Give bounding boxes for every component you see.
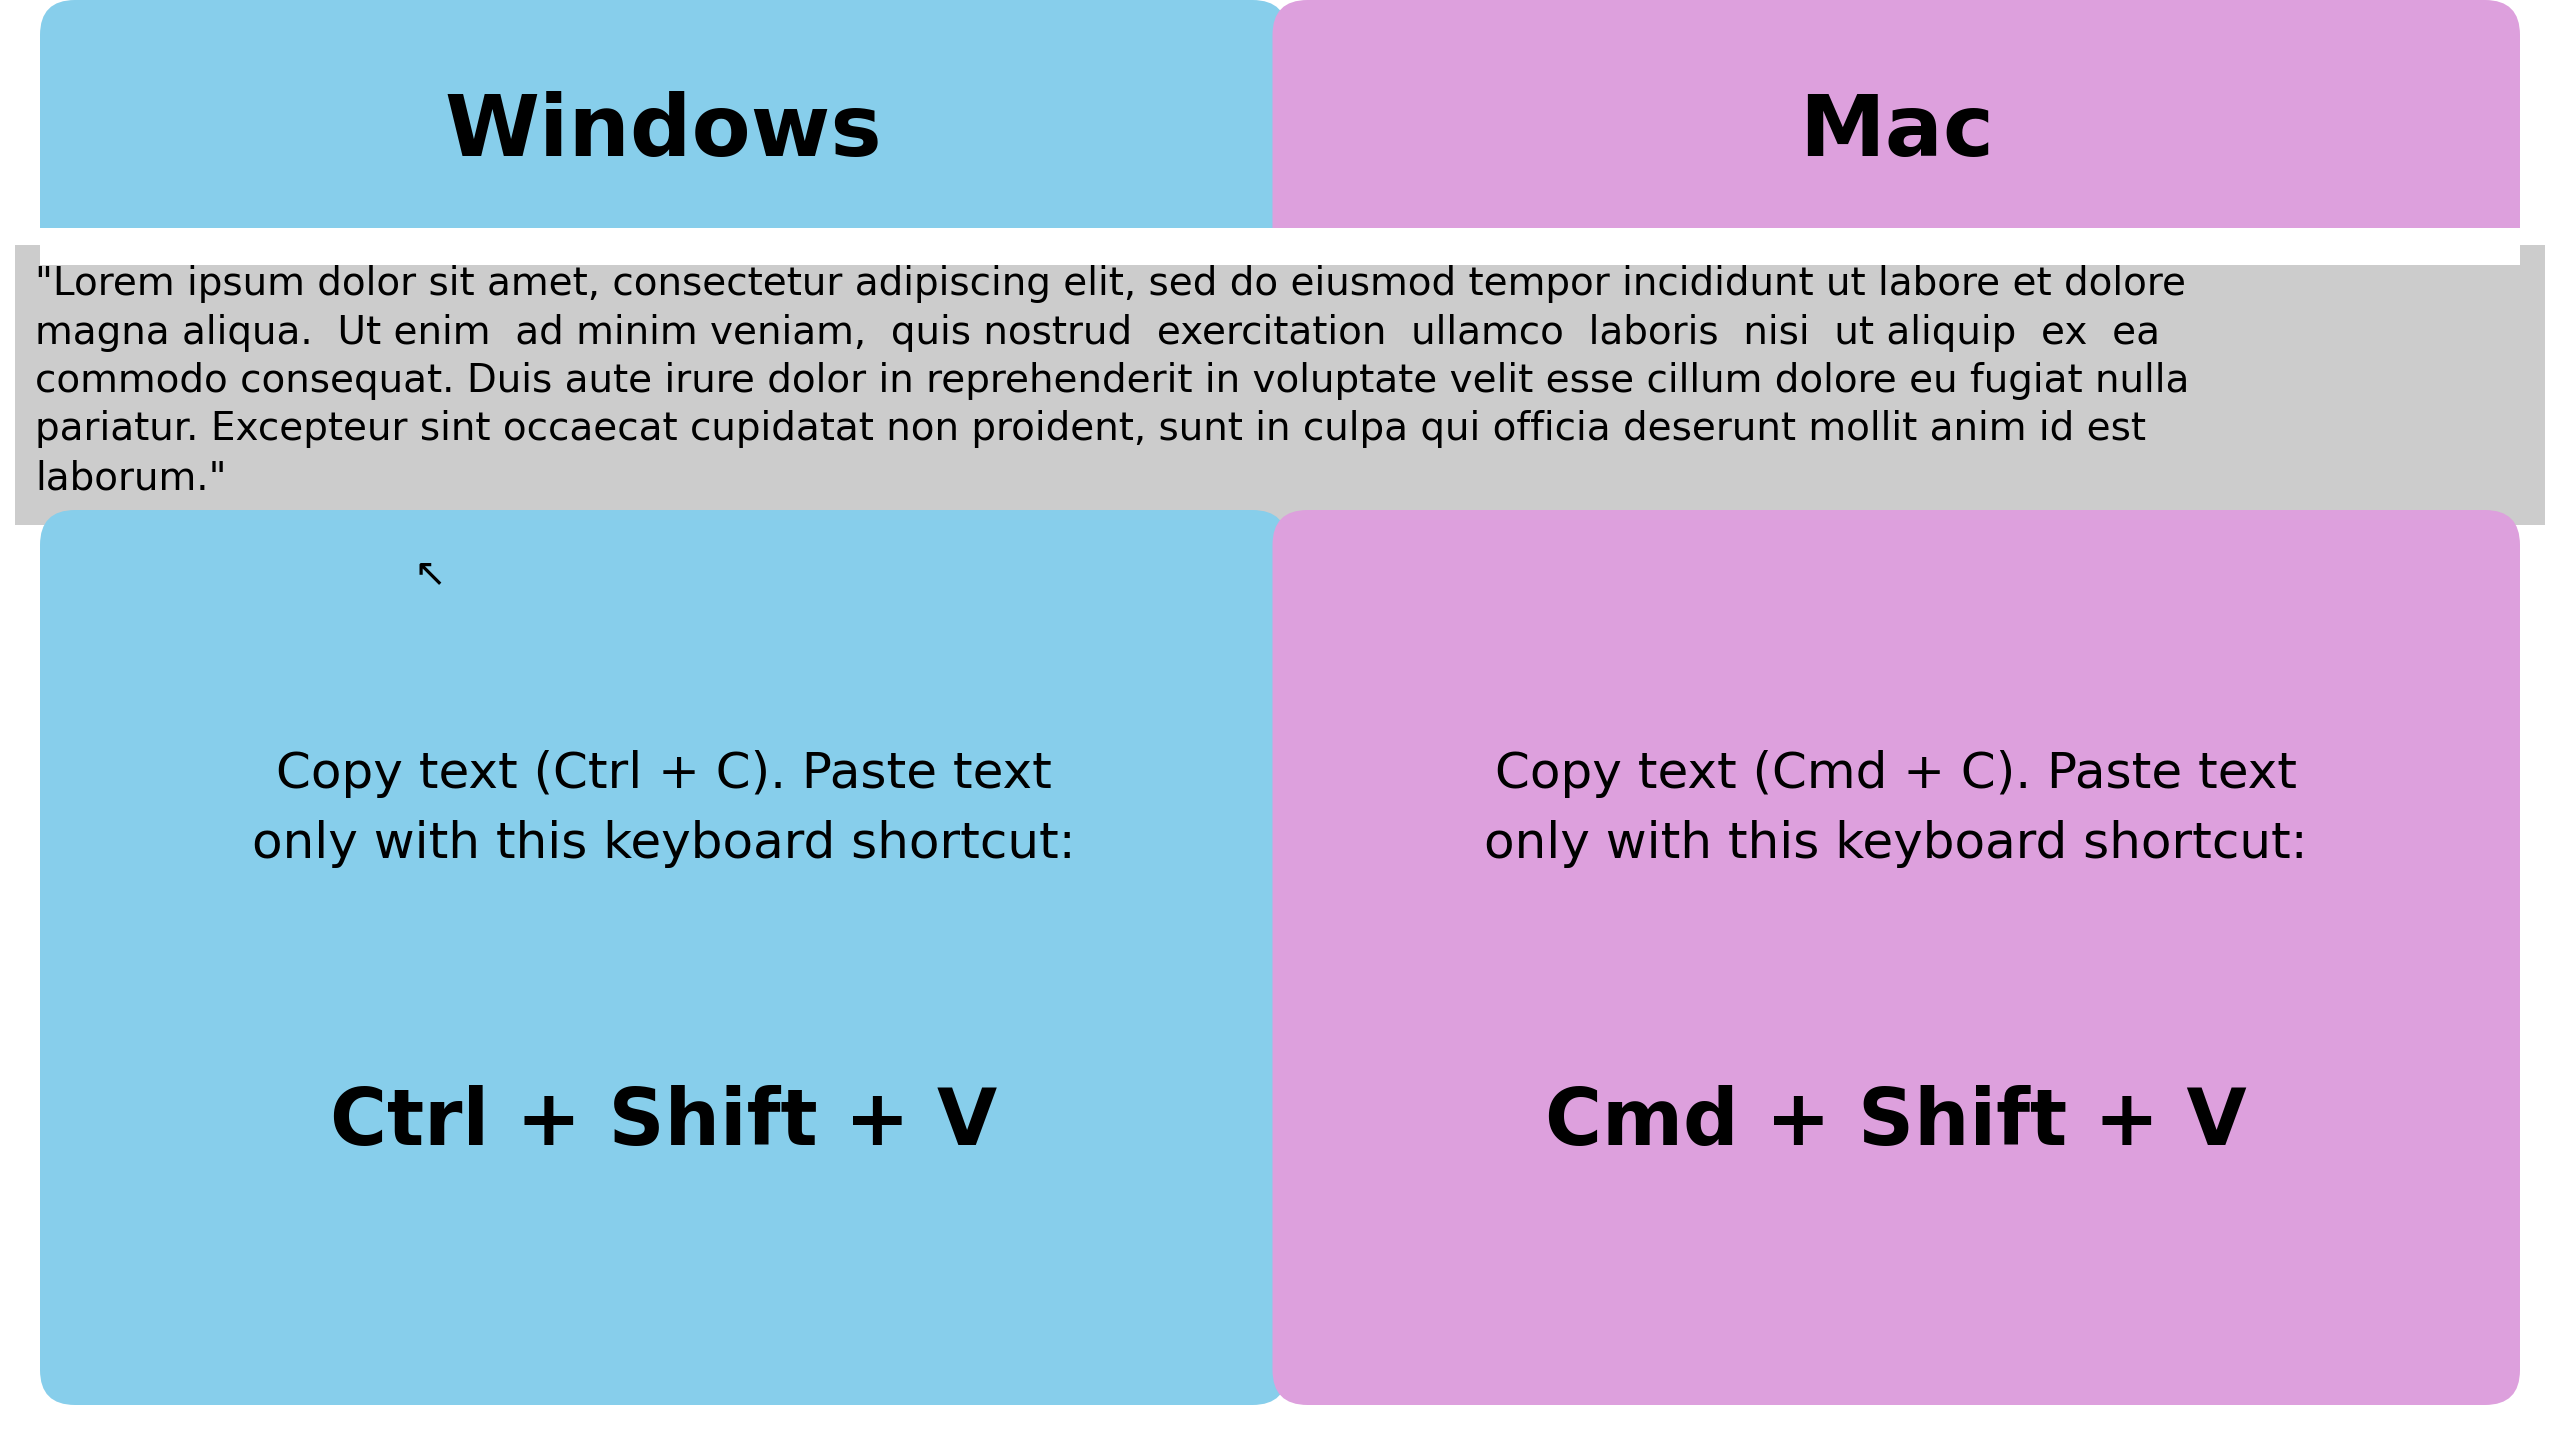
Text: Cmd + Shift + V: Cmd + Shift + V: [1546, 1084, 2248, 1161]
Text: Copy text (Ctrl + C). Paste text
only with this keyboard shortcut:: Copy text (Ctrl + C). Paste text only wi…: [251, 750, 1075, 868]
Bar: [1272, 228, 2519, 265]
FancyBboxPatch shape: [1272, 510, 2519, 1405]
FancyBboxPatch shape: [1272, 0, 2519, 265]
Text: Mac: Mac: [1800, 91, 1994, 174]
Bar: [15, 245, 2545, 526]
FancyBboxPatch shape: [41, 510, 1288, 1405]
FancyBboxPatch shape: [41, 0, 1288, 265]
Text: Windows: Windows: [445, 91, 883, 174]
Text: "Lorem ipsum dolor sit amet, consectetur adipiscing elit, sed do eiusmod tempor : "Lorem ipsum dolor sit amet, consectetur…: [36, 265, 2189, 497]
Text: ↖: ↖: [415, 554, 445, 593]
Bar: [41, 228, 1288, 265]
Text: Ctrl + Shift + V: Ctrl + Shift + V: [330, 1084, 998, 1161]
Text: Copy text (Cmd + C). Paste text
only with this keyboard shortcut:: Copy text (Cmd + C). Paste text only wit…: [1485, 750, 2309, 868]
